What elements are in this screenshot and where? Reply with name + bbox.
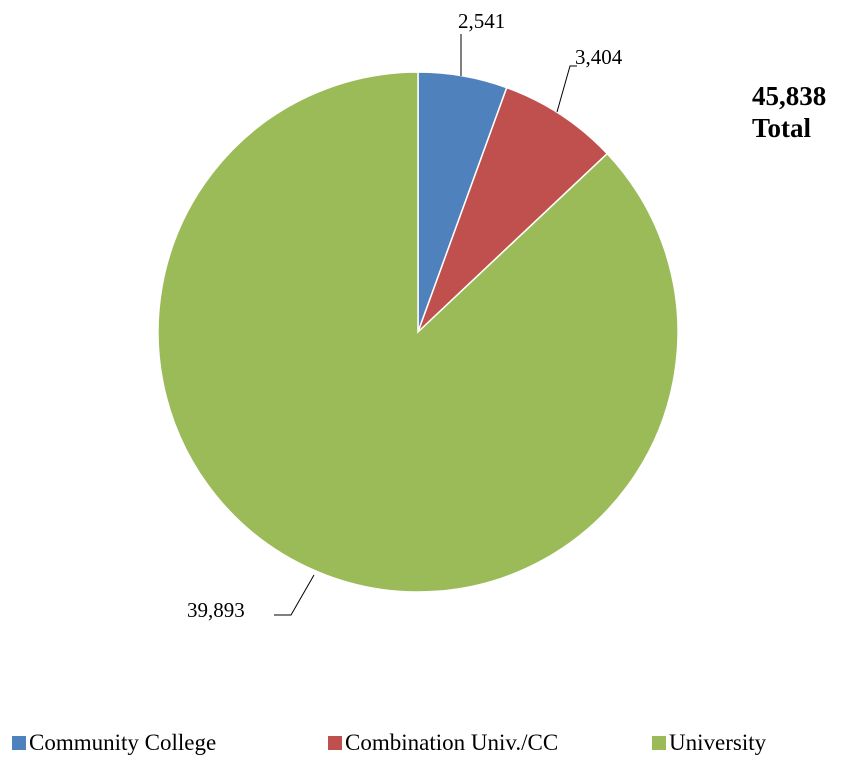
total-label: Total — [752, 113, 812, 143]
leader-line-combination-univ-cc — [556, 65, 577, 113]
legend: Community College Combination Univ./CC U… — [12, 730, 848, 760]
legend-label-university: University — [669, 730, 767, 755]
data-labels: 2,541 3,404 39,893 — [187, 9, 623, 622]
legend-label-community-college: Community College — [29, 730, 217, 755]
leader-lines — [274, 34, 577, 616]
total-annotation: 45,838 Total — [752, 80, 826, 144]
legend-item-combination: Combination Univ./CC — [328, 730, 558, 756]
total-value: 45,838 — [752, 81, 827, 111]
legend-swatch-university — [652, 736, 666, 750]
legend-item-university: University — [652, 730, 766, 756]
pie-slice-university — [157, 71, 679, 593]
data-label-community-college: 2,541 — [458, 9, 505, 33]
legend-label-combination: Combination Univ./CC — [345, 730, 559, 755]
pie-slices — [157, 71, 679, 593]
legend-swatch-combination — [328, 736, 342, 750]
data-label-university: 39,893 — [187, 598, 245, 622]
legend-swatch-community-college — [12, 736, 26, 750]
legend-item-community-college: Community College — [12, 730, 216, 756]
pie-slice-combination-univ-cc — [417, 86, 609, 333]
leader-line-university — [274, 574, 315, 616]
data-label-combination-univ-cc: 3,404 — [575, 45, 623, 69]
